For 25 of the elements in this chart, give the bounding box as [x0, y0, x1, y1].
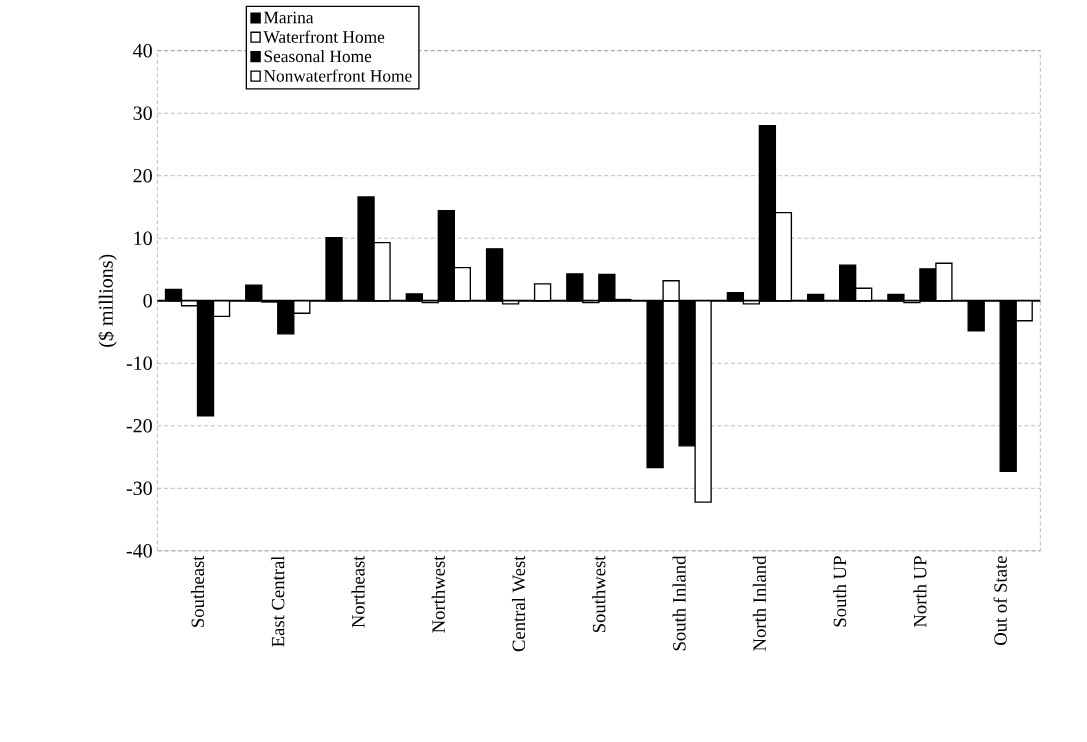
y-tick-label: -30: [126, 481, 152, 496]
x-tick-label: North UP: [913, 556, 927, 628]
x-tick-label: Out of State: [993, 556, 1007, 646]
legend-label: Marina: [263, 11, 314, 24]
x-tick-label: South Inland: [672, 555, 686, 651]
y-tick-label: 0: [143, 294, 152, 308]
y-axis-title: ($ millions): [98, 254, 117, 348]
x-tick-label: North Inland: [752, 555, 766, 652]
y-tick-label: 20: [133, 169, 152, 183]
x-tick-label: Northeast: [351, 555, 365, 628]
y-tick-label: 40: [133, 44, 152, 58]
y-tick-label: -10: [126, 356, 152, 371]
x-tick-label: Southwest: [592, 555, 606, 633]
y-tick-label: -20: [126, 419, 152, 433]
y-tick-label: 10: [134, 231, 152, 246]
y-tick-label: -40: [126, 544, 152, 558]
x-tick-label: Northwest: [431, 555, 445, 633]
legend-label: Nonwaterfront Home: [263, 69, 412, 82]
x-tick-label: South UP: [833, 556, 847, 627]
y-tick-label: 30: [133, 106, 152, 121]
x-tick-label: Central West: [511, 555, 526, 652]
legend-label: Seasonal Home: [264, 50, 372, 63]
x-tick-label: Southeast: [190, 555, 205, 628]
x-tick-label: East Central: [271, 556, 285, 647]
legend-label: Waterfront Home: [263, 30, 385, 44]
